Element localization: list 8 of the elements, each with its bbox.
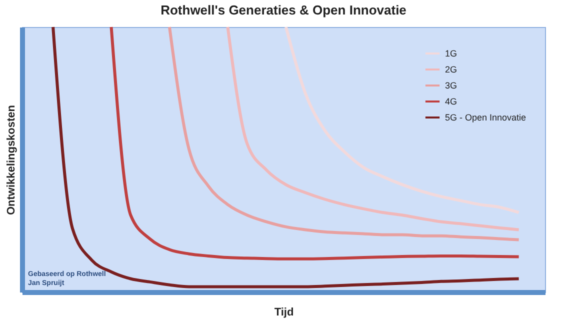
legend-label: 5G - Open Innovatie [445,112,526,122]
legend-label: 1G [445,48,458,58]
legend-label: 4G [445,96,458,106]
y-axis-title: Ontwikkelingskosten [6,104,18,216]
legend-label: 2G [445,64,458,74]
legend-label: 3G [445,80,458,90]
x-axis-title: Tijd [274,306,294,318]
chart-title: Rothwell's Generaties & Open Innovatie [160,2,406,18]
